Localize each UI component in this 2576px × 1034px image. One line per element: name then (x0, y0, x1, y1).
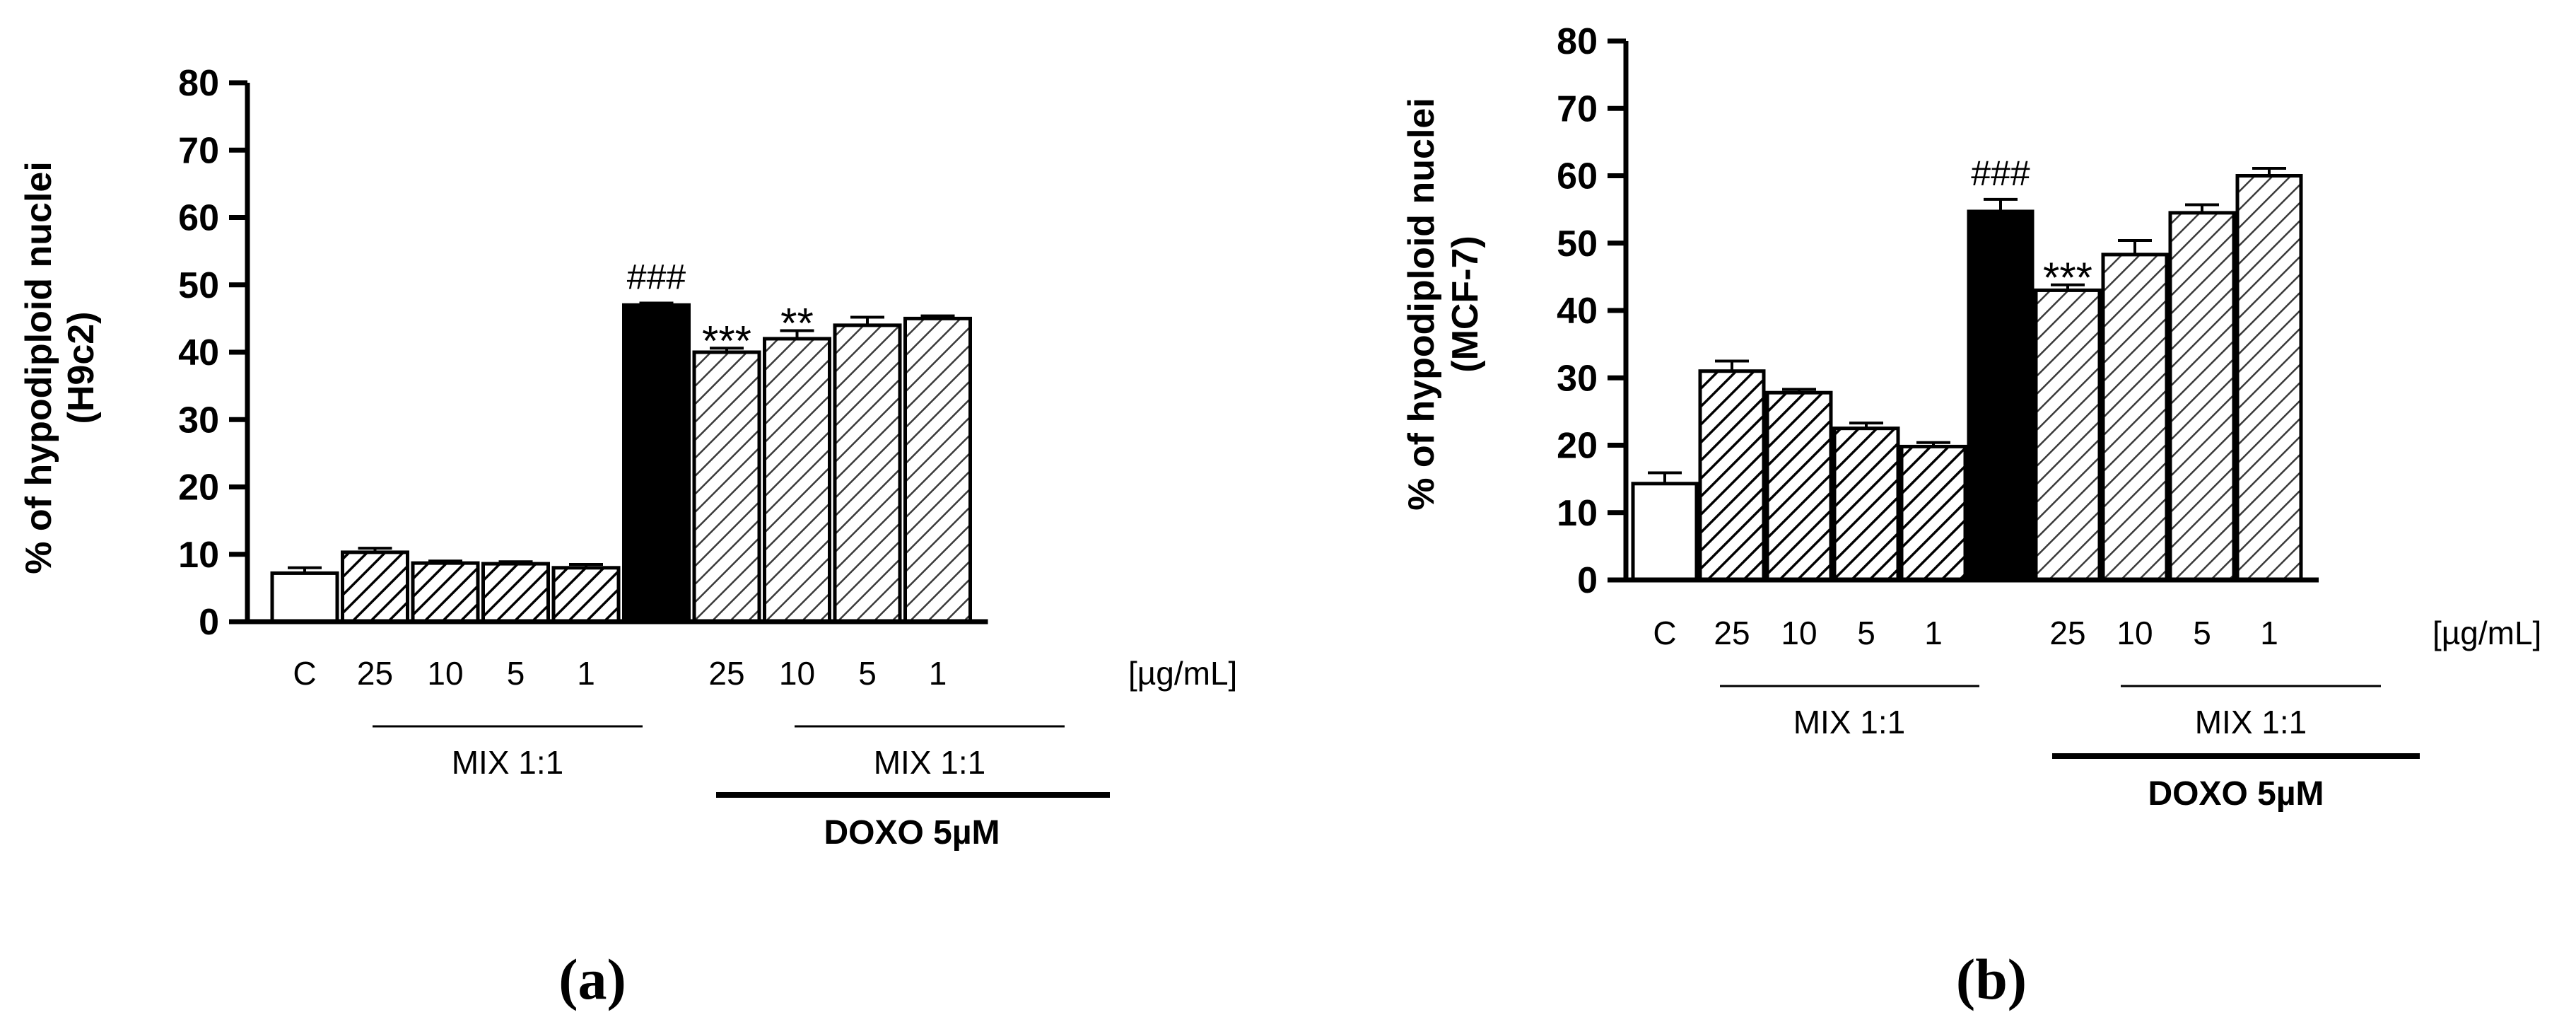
unit-label-b: [µg/mL] (2432, 615, 2541, 651)
significance-label: ### (627, 257, 686, 296)
group-label-mix-b1: MIX 1:1 (1793, 704, 1906, 740)
bar (692, 350, 761, 624)
y-axis-b: 0 10 20 30 40 50 60 70 80 (1557, 21, 1629, 601)
significance-label: *** (702, 317, 751, 364)
x-tick-label: 5 (1857, 615, 1875, 651)
x-tick-label: 1 (1924, 615, 1943, 651)
bars-b: ### *** (1631, 153, 2303, 582)
y-axis-title-a: % of hypodiploid nuclei (18, 161, 59, 574)
significance-label: ### (1971, 153, 2030, 193)
y-tick-label: 50 (178, 265, 219, 306)
bar (833, 323, 902, 624)
group-label-doxo-b: DOXO 5µM (2148, 775, 2324, 813)
y-axis-title-b: % of hypodiploid nuclei (1401, 98, 1442, 511)
y-tick-label: 0 (1577, 560, 1598, 601)
bars-a: ###*** ** (270, 257, 972, 624)
bar (341, 550, 409, 624)
y-tick-label: 80 (178, 63, 219, 104)
bar (270, 571, 339, 624)
y-tick-label: 70 (1557, 88, 1598, 129)
y-tick-label: 20 (1557, 426, 1598, 467)
bar (1832, 426, 1900, 582)
group-label-mix-a1: MIX 1:1 (452, 744, 564, 781)
y-axis-a: 0 10 20 30 40 50 60 70 80 (178, 63, 250, 643)
x-tick-label: C (293, 655, 316, 692)
x-tick-label: 1 (577, 655, 595, 692)
panel-label-a: (a) (558, 947, 626, 1011)
significance-label: ** (780, 300, 814, 347)
x-tick-label: 5 (507, 655, 525, 692)
x-tick-label: 10 (427, 655, 463, 692)
group-label-doxo-a: DOXO 5µM (824, 814, 1000, 852)
y-axis-subtitle-b: (MCF-7) (1445, 236, 1486, 373)
panel-label-b: (b) (1956, 947, 2027, 1011)
bar (1967, 209, 2035, 582)
y-tick-label: 60 (178, 198, 219, 239)
unit-label-a: [µg/mL] (1128, 655, 1237, 692)
significance-label: *** (2043, 254, 2092, 301)
y-tick-label: 10 (1557, 493, 1598, 534)
y-tick-label: 40 (178, 332, 219, 373)
x-axis-b: C 25 10 5 1 25 10 5 1 (1624, 577, 2319, 651)
bar (411, 561, 480, 624)
bar (763, 337, 831, 624)
y-tick-label: 70 (178, 130, 219, 171)
bar (622, 303, 691, 624)
x-tick-label: 10 (2117, 615, 2153, 651)
y-tick-label: 30 (178, 400, 219, 441)
y-tick-label: 0 (199, 602, 219, 643)
y-tick-label: 80 (1557, 21, 1598, 62)
bar (1631, 482, 1699, 582)
x-tick-label: 1 (929, 655, 947, 692)
bar (2101, 252, 2169, 582)
x-axis-a: C 25 10 5 1 25 10 5 1 (245, 619, 988, 692)
x-tick-label: 10 (779, 655, 815, 692)
x-tick-label: C (1653, 615, 1676, 651)
x-tick-label: 25 (2049, 615, 2085, 651)
y-tick-label: 60 (1557, 156, 1598, 197)
bar (1698, 369, 1766, 582)
y-tick-label: 20 (178, 467, 219, 509)
bar (1899, 444, 1967, 582)
bar (2034, 288, 2102, 582)
y-tick-label: 30 (1557, 358, 1598, 399)
bar (903, 316, 972, 624)
x-tick-label: 10 (1781, 615, 1817, 651)
bar (1765, 390, 1833, 582)
y-tick-label: 50 (1557, 223, 1598, 265)
chart-panel-b: % of hypodiploid nuclei (MCF-7) 0 10 20 30 4… (1401, 21, 2541, 1011)
chart-panel-a: % of hypodiploid nuclei (H9c2) 0 10 20 30 40… (18, 63, 1237, 1011)
y-tick-label: 40 (1557, 291, 1598, 332)
x-tick-label: 5 (2193, 615, 2211, 651)
x-tick-label: 1 (2260, 615, 2278, 651)
group-label-mix-b2: MIX 1:1 (2195, 704, 2307, 740)
group-label-mix-a2: MIX 1:1 (874, 744, 986, 781)
x-tick-label: 25 (708, 655, 744, 692)
bar (2168, 211, 2236, 582)
bar (551, 566, 621, 624)
y-axis-subtitle-a: (H9c2) (61, 312, 102, 424)
y-tick-label: 10 (178, 535, 219, 576)
bar (481, 562, 550, 624)
x-tick-label: 5 (858, 655, 877, 692)
x-tick-label: 25 (1714, 615, 1750, 651)
bar (2235, 174, 2303, 582)
x-tick-label: 25 (357, 655, 393, 692)
